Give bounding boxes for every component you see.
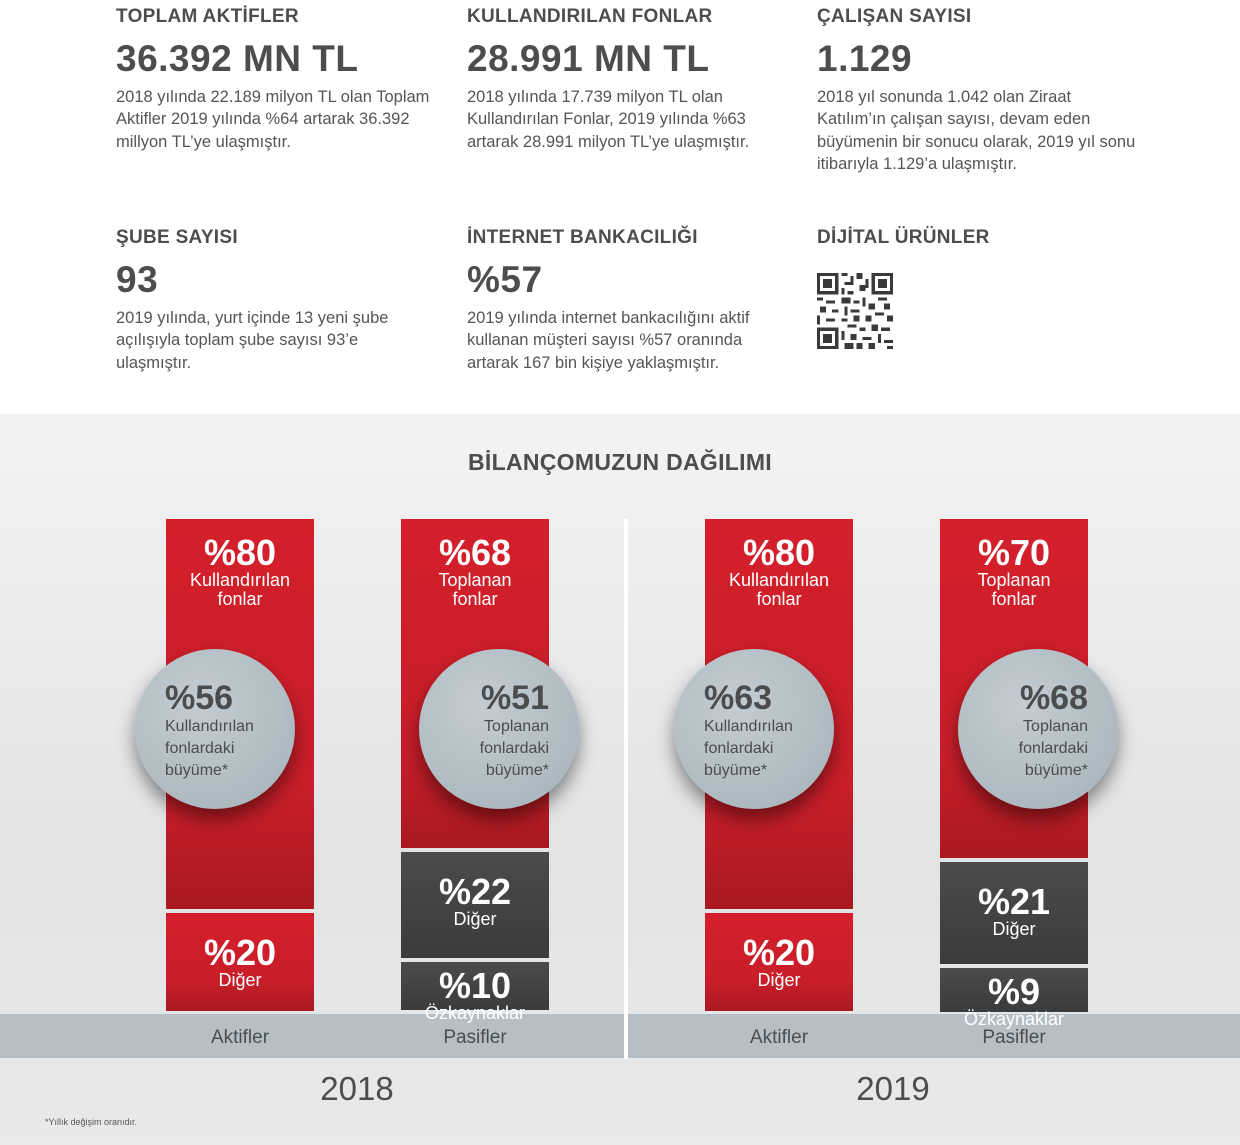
category-label: Pasifler xyxy=(982,1027,1046,1048)
segment-percent: %80 xyxy=(742,532,816,573)
growth-label: Kullandırılan fonlardaki büyüme* xyxy=(165,718,254,779)
segment-percent: %9 xyxy=(987,971,1041,1012)
growth-percent: %63 xyxy=(704,679,773,717)
growth-label: Kullandırılan fonlardaki büyüme* xyxy=(704,718,793,779)
stat-employees: ÇALIŞAN SAYISI 1.129 2018 yıl sonunda 1.… xyxy=(817,6,1137,176)
category-label: Aktifler xyxy=(210,1027,270,1048)
segment-label: Diğer xyxy=(453,909,497,929)
segment-label: Diğer xyxy=(992,919,1036,939)
category-label: Aktifler xyxy=(749,1027,809,1048)
segment-percent: %68 xyxy=(438,532,512,573)
year-label-2019: 2019 xyxy=(856,1070,930,1107)
segment-label: Diğer xyxy=(757,970,801,990)
axis-base-2019 xyxy=(628,1014,1240,1058)
growth-circle: %56 Kullandırılan fonlardaki büyüme* xyxy=(135,649,295,809)
segment-percent: %21 xyxy=(977,881,1051,922)
growth-circle: %68 Toplanan fonlardaki büyüme* xyxy=(958,649,1118,809)
chart-title: BİLANÇOMUZUN DAĞILIMI xyxy=(468,449,772,475)
stat-title: DİJİTAL ÜRÜNLER xyxy=(817,227,990,248)
segment-label: Özkaynaklar xyxy=(424,1003,526,1023)
stat-text: 2019 yılında, yurt içinde 13 yeni şube a… xyxy=(116,308,389,372)
bar-segment: %10 Özkaynaklar xyxy=(401,962,549,1023)
segment-label: Diğer xyxy=(218,970,262,990)
segment-label: Toplanan fonlar xyxy=(438,570,512,609)
stat-value: 1.129 xyxy=(817,38,913,79)
stat-value: %57 xyxy=(467,259,543,300)
segment-percent: %22 xyxy=(438,871,512,912)
growth-percent: %51 xyxy=(480,679,549,717)
segment-percent: %10 xyxy=(438,965,512,1006)
stat-title: TOPLAM AKTİFLER xyxy=(116,6,299,27)
year-divider xyxy=(624,519,628,1059)
growth-percent: %56 xyxy=(165,679,234,717)
segment-percent: %20 xyxy=(742,932,816,973)
stat-title: ÇALIŞAN SAYISI xyxy=(817,6,972,27)
segment-label: Toplanan fonlar xyxy=(977,570,1051,609)
category-label: Pasifler xyxy=(443,1027,507,1048)
bar-segment: %22 Diğer xyxy=(401,852,549,958)
segment-label: Kullandırılan fonlar xyxy=(189,570,291,609)
stat-value: 36.392 MN TL xyxy=(116,38,359,79)
segment-percent: %20 xyxy=(203,932,277,973)
stat-value: 28.991 MN TL xyxy=(467,38,710,79)
segment-percent: %80 xyxy=(203,532,277,573)
year-label-2018: 2018 xyxy=(320,1070,394,1107)
stat-text: 2018 yılında 17.739 milyon TL olan Kulla… xyxy=(467,87,750,151)
stat-title: İNTERNET BANKACILIĞI xyxy=(467,227,698,248)
bar-segment: %20 Diğer xyxy=(166,913,314,1011)
bar-2019-pasifler: %70 Toplanan fonlar %21 Diğer %9 Özkaynaklar xyxy=(940,519,1088,1029)
stat-text: 2018 yıl sonunda 1.042 olan Ziraat Katıl… xyxy=(817,87,1136,174)
bar-segment: %21 Diğer xyxy=(940,862,1088,964)
growth-circle: %51 Toplanan fonlardaki büyüme* xyxy=(419,649,579,809)
segment-label: Özkaynaklar xyxy=(963,1009,1065,1029)
growth-percent: %68 xyxy=(1019,679,1088,717)
bar-segment: %20 Diğer xyxy=(705,913,853,1011)
growth-circle: %63 Kullandırılan fonlardaki büyüme* xyxy=(674,649,834,809)
stat-total-assets: TOPLAM AKTİFLER 36.392 MN TL 2018 yılınd… xyxy=(116,6,446,153)
stat-funds-used: KULLANDIRILAN FONLAR 28.991 MN TL 2018 y… xyxy=(467,6,797,153)
segment-label: Kullandırılan fonlar xyxy=(728,570,830,609)
stat-internet-banking: İNTERNET BANKACILIĞI %57 2019 yılında in… xyxy=(467,227,757,374)
qr-code-icon[interactable] xyxy=(817,273,893,349)
axis-base-2018 xyxy=(0,1014,624,1058)
segment-percent: %70 xyxy=(977,532,1051,573)
growth-label: Toplanan fonlardaki büyüme* xyxy=(1018,718,1088,779)
stat-text: 2019 yılında internet bankacılığını akti… xyxy=(467,308,750,372)
bar-segment: %9 Özkaynaklar xyxy=(940,968,1088,1029)
stat-text: 2018 yılında 22.189 milyon TL olan Topla… xyxy=(116,87,430,151)
stat-branches: ŞUBE SAYISI 93 2019 yılında, yurt içinde… xyxy=(116,227,426,374)
stat-digital-products: DİJİTAL ÜRÜNLER xyxy=(817,227,1147,249)
footnote: *Yıllık değişim oranıdır. xyxy=(45,1117,138,1127)
stat-value: 93 xyxy=(116,259,159,300)
stat-title: ŞUBE SAYISI xyxy=(116,227,238,248)
stat-title: KULLANDIRILAN FONLAR xyxy=(467,6,713,27)
growth-label: Toplanan fonlardaki büyüme* xyxy=(479,718,549,779)
